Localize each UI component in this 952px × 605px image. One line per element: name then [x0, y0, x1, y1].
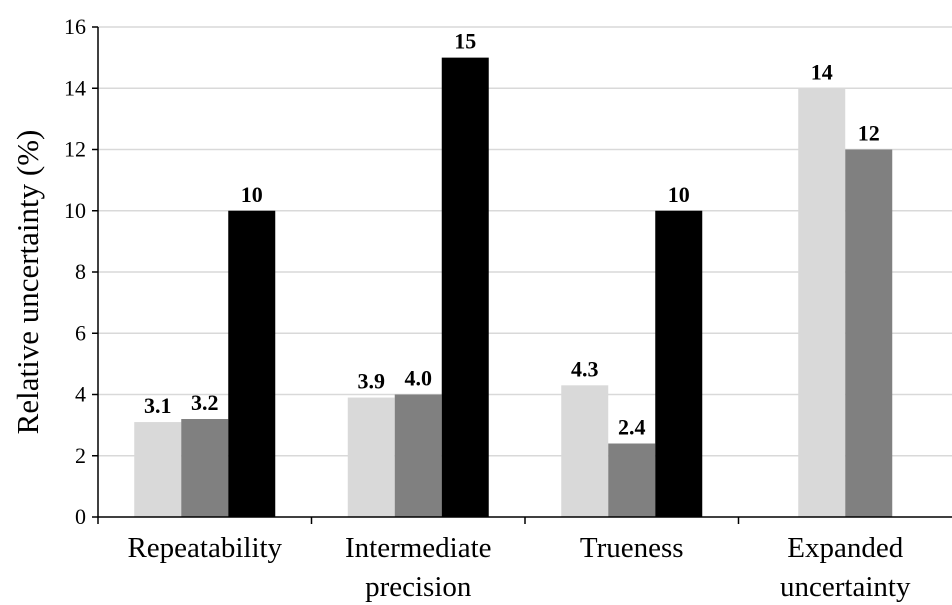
data-label: 2.4 — [618, 415, 646, 440]
data-label: 10 — [241, 182, 263, 207]
bar-series1-4 — [798, 88, 846, 517]
x-category-label: Trueness — [580, 532, 684, 564]
y-tick-label: 10 — [64, 198, 86, 223]
bar-series3-2 — [441, 57, 489, 517]
data-label: 4.3 — [571, 356, 599, 381]
x-category-label: Repeatability — [127, 532, 282, 564]
bars — [134, 57, 893, 517]
y-tick-label: 6 — [75, 320, 86, 345]
y-tick-label: 4 — [75, 382, 86, 407]
x-category-label: Intermediate precision — [345, 532, 492, 603]
y-tick-label: 2 — [75, 443, 86, 468]
data-label: 14 — [811, 59, 833, 84]
y-axis-label: Relative uncertainty (%) — [10, 130, 45, 435]
bar-series2-3 — [608, 443, 656, 517]
x-category-label: Expanded uncertainty — [780, 532, 911, 603]
bar-series2-1 — [181, 419, 229, 517]
data-label: 3.1 — [144, 393, 172, 418]
bar-series2-2 — [394, 394, 442, 517]
data-label: 12 — [858, 121, 880, 146]
bar-series1-1 — [134, 422, 182, 517]
bar-series3-1 — [228, 210, 276, 517]
data-label: 3.2 — [191, 390, 219, 415]
data-label: 3.9 — [358, 369, 386, 394]
data-label: 10 — [668, 182, 690, 207]
bar-series1-3 — [561, 385, 609, 517]
bar-series2-4 — [845, 149, 893, 517]
labels: 0 2 4 6 8 10 12 14 16 3.1 3.2 10 Repeatability 3.9 4.0… — [10, 14, 911, 603]
axes — [92, 26, 952, 524]
bar-series1-2 — [347, 397, 395, 517]
y-tick-label: 16 — [64, 14, 86, 39]
data-label: 15 — [454, 29, 476, 54]
y-tick-label: 12 — [64, 137, 86, 162]
y-tick-label: 0 — [75, 504, 86, 529]
y-tick-label: 14 — [64, 75, 86, 100]
bar-series3-3 — [655, 210, 703, 517]
y-tick-label: 8 — [75, 259, 86, 284]
data-label: 4.0 — [405, 366, 433, 391]
